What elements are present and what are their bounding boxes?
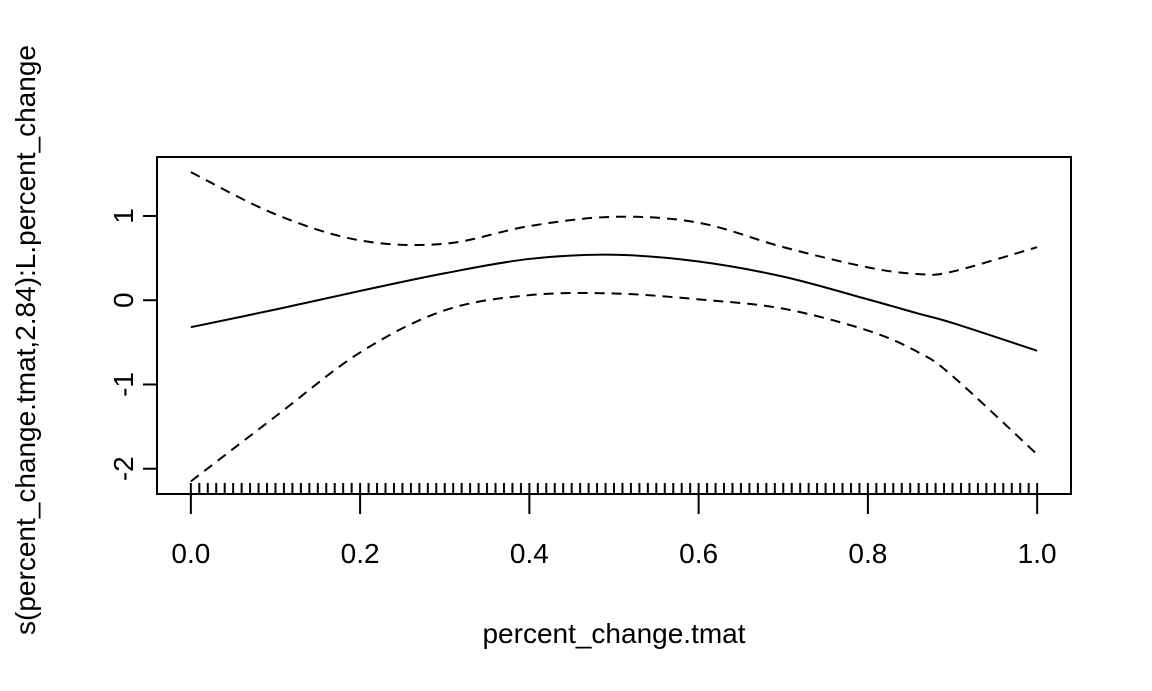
y-tick-label-1: -1 bbox=[108, 372, 139, 397]
y-axis-label: s(percent_change.tmat,2.84):L.percent_ch… bbox=[10, 45, 41, 635]
x-tick-label-3: 0.6 bbox=[679, 538, 718, 569]
y-tick-label-3: 1 bbox=[108, 208, 139, 224]
x-axis: 0.0 0.2 0.4 0.6 0.8 1.0 bbox=[171, 493, 1057, 569]
x-axis-label: percent_change.tmat bbox=[482, 618, 745, 649]
rug-marks bbox=[189, 483, 1039, 494]
x-tick-label-0: 0.0 bbox=[171, 538, 210, 569]
x-tick-label-5: 1.0 bbox=[1018, 538, 1057, 569]
lower-ci-line bbox=[190, 291, 1038, 483]
y-tick-label-2: 0 bbox=[108, 292, 139, 308]
smooth-estimate-line bbox=[190, 253, 1038, 352]
x-tick-label-2: 0.4 bbox=[510, 538, 549, 569]
upper-ci-line bbox=[190, 171, 1038, 276]
plot-frame bbox=[156, 156, 1072, 495]
x-tick-label-4: 0.8 bbox=[848, 538, 887, 569]
y-tick-label-0: -2 bbox=[108, 456, 139, 481]
x-tick-label-1: 0.2 bbox=[341, 538, 380, 569]
series-lines bbox=[190, 171, 1038, 483]
y-axis: -2 -1 0 1 bbox=[108, 208, 157, 481]
